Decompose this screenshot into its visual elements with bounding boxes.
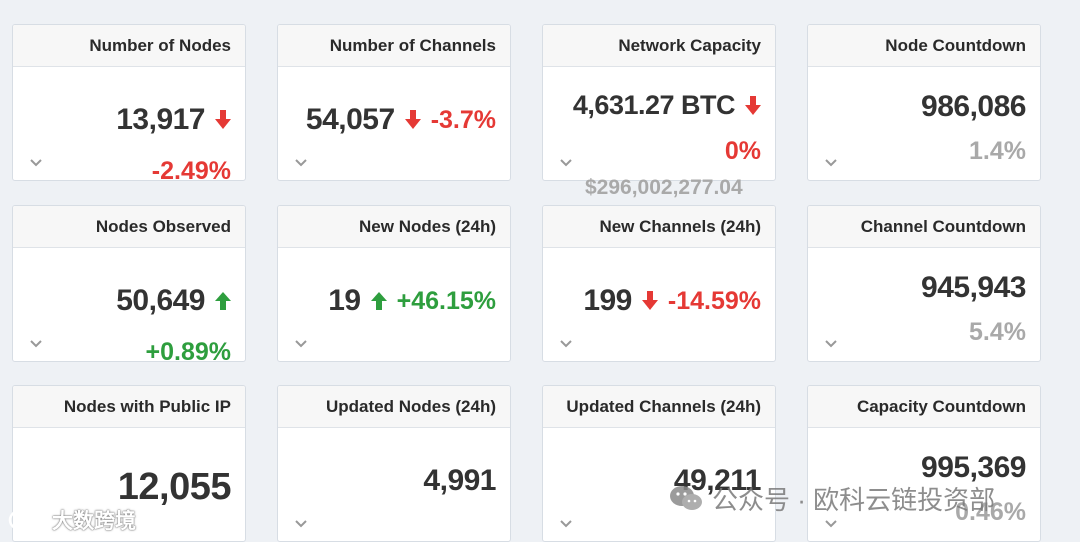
metric-value: 54,057	[305, 103, 395, 136]
metric-value: 986,086	[921, 90, 1026, 123]
card-title: Number of Nodes	[13, 25, 245, 67]
card-number-of-channels: Number of Channels 54,057 -3.7%	[277, 24, 511, 181]
chat-bubble-icon	[8, 508, 48, 532]
metric-value: 995,369	[921, 451, 1026, 484]
change-percent: -14.59%	[667, 286, 761, 315]
arrow-down-icon	[745, 95, 761, 115]
card-title: Network Capacity	[543, 25, 775, 67]
capacity-usd-value: $296,002,277.04	[585, 176, 743, 199]
metric-row: 986,086	[921, 90, 1026, 124]
change-percent: +0.89%	[145, 338, 232, 362]
card-title: Nodes with Public IP	[13, 386, 245, 428]
arrow-down-icon	[641, 291, 658, 310]
card-new-channels-24h: New Channels (24h) 199 -14.59%	[542, 205, 776, 362]
card-network-capacity: Network Capacity 4,631.27 BTC 0%	[542, 24, 776, 181]
change-percent: -3.7%	[430, 105, 496, 134]
chevron-down-icon[interactable]	[294, 519, 308, 529]
change-percent: 5.4%	[969, 318, 1026, 346]
metric-row: 12,055	[117, 466, 232, 509]
card-title: Capacity Countdown	[808, 386, 1040, 428]
arrow-up-icon	[370, 292, 387, 310]
metric-value: 4,631.27 BTC	[572, 90, 736, 120]
metric-row: 4,991	[423, 464, 496, 498]
metric-row: 50,649	[116, 284, 231, 318]
card-title: Number of Channels	[278, 25, 510, 67]
card-title: Nodes Observed	[13, 206, 245, 248]
metric-value: 12,055	[117, 466, 232, 508]
card-nodes-with-public-ip: Nodes with Public IP 12,055	[12, 385, 246, 542]
chevron-down-icon[interactable]	[824, 158, 838, 168]
arrow-down-icon	[404, 110, 421, 129]
card-title: Updated Nodes (24h)	[278, 386, 510, 428]
metric-value: 199	[583, 284, 632, 317]
change-percent: -2.49%	[151, 157, 231, 181]
metric-row: 19 +46.15%	[328, 284, 496, 318]
chevron-down-icon[interactable]	[824, 339, 838, 349]
card-number-of-nodes: Number of Nodes 13,917 -2.49%	[12, 24, 246, 181]
change-percent: 0%	[724, 137, 761, 165]
card-node-countdown: Node Countdown 986,086 1.4%	[807, 24, 1041, 181]
metric-value: 4,991	[423, 464, 496, 497]
metric-value: 945,943	[921, 271, 1026, 304]
metric-row: 54,057 -3.7%	[306, 103, 496, 137]
card-title: New Nodes (24h)	[278, 206, 510, 248]
watermark-left: 大数跨境	[8, 505, 136, 535]
card-title: Channel Countdown	[808, 206, 1040, 248]
metric-row: 199 -14.59%	[583, 284, 761, 318]
card-title: New Channels (24h)	[543, 206, 775, 248]
chevron-down-icon[interactable]	[559, 339, 573, 349]
card-updated-nodes-24h: Updated Nodes (24h) 4,991	[277, 385, 511, 542]
chevron-down-icon[interactable]	[29, 158, 43, 168]
change-percent: 1.4%	[969, 137, 1026, 165]
chevron-down-icon[interactable]	[559, 519, 573, 529]
metric-row: 995,369	[921, 451, 1026, 485]
change-percent: +46.15%	[396, 286, 496, 315]
metric-row: 13,917	[116, 103, 231, 137]
arrow-down-icon	[215, 110, 231, 129]
metric-row: 4,631.27 BTC	[573, 90, 761, 121]
watermark-right: 公众号 · 欧科云链投资部	[668, 480, 995, 517]
metric-value: 13,917	[116, 103, 205, 136]
metric-value: 50,649	[116, 284, 205, 317]
card-new-nodes-24h: New Nodes (24h) 19 +46.15%	[277, 205, 511, 362]
card-title: Updated Channels (24h)	[543, 386, 775, 428]
metric-row: 945,943	[921, 271, 1026, 305]
watermark-right-text: 公众号 · 欧科云链投资部	[712, 485, 996, 515]
arrow-up-icon	[215, 292, 231, 310]
card-channel-countdown: Channel Countdown 945,943 5.4%	[807, 205, 1041, 362]
card-updated-channels-24h: Updated Channels (24h) 49,211	[542, 385, 776, 542]
wechat-icon	[670, 485, 702, 510]
card-nodes-observed: Nodes Observed 50,649 +0.89%	[12, 205, 246, 362]
metric-value: 19	[328, 284, 361, 317]
watermark-left-text: 大数跨境	[52, 510, 136, 533]
chevron-down-icon[interactable]	[559, 158, 573, 168]
chevron-down-icon[interactable]	[29, 339, 43, 349]
card-title: Node Countdown	[808, 25, 1040, 67]
card-capacity-countdown: Capacity Countdown 995,369 0.46%	[807, 385, 1041, 542]
chevron-down-icon[interactable]	[824, 519, 838, 529]
change-percent: 0.46%	[955, 498, 1026, 526]
chevron-down-icon[interactable]	[294, 339, 308, 349]
chevron-down-icon[interactable]	[294, 158, 308, 168]
